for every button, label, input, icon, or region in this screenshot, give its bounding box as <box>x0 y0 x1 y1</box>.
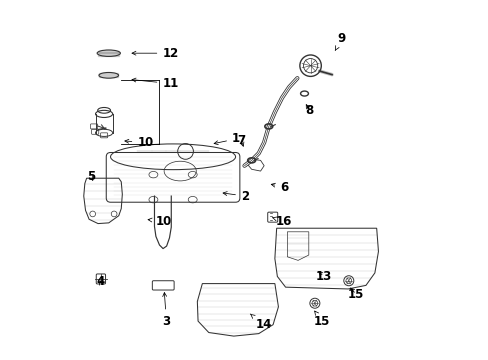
Text: 1: 1 <box>214 132 240 145</box>
Text: 4: 4 <box>96 275 104 288</box>
Text: 15: 15 <box>313 311 330 328</box>
Text: 3: 3 <box>162 293 170 328</box>
Text: 7: 7 <box>237 134 245 147</box>
Text: 5: 5 <box>86 170 95 183</box>
Text: 16: 16 <box>272 215 292 228</box>
Text: 12: 12 <box>132 47 178 60</box>
Ellipse shape <box>99 72 118 78</box>
Text: 11: 11 <box>132 77 178 90</box>
Text: 8: 8 <box>305 104 313 117</box>
Circle shape <box>90 211 95 217</box>
Text: 13: 13 <box>315 270 331 283</box>
Text: 15: 15 <box>347 288 364 301</box>
Text: 9: 9 <box>334 32 345 51</box>
Text: 2: 2 <box>223 190 248 203</box>
Ellipse shape <box>97 50 120 57</box>
Text: 10: 10 <box>124 136 153 149</box>
Text: 10: 10 <box>148 215 171 228</box>
Text: 14: 14 <box>250 314 271 331</box>
Text: 6: 6 <box>271 181 288 194</box>
Circle shape <box>111 211 117 217</box>
